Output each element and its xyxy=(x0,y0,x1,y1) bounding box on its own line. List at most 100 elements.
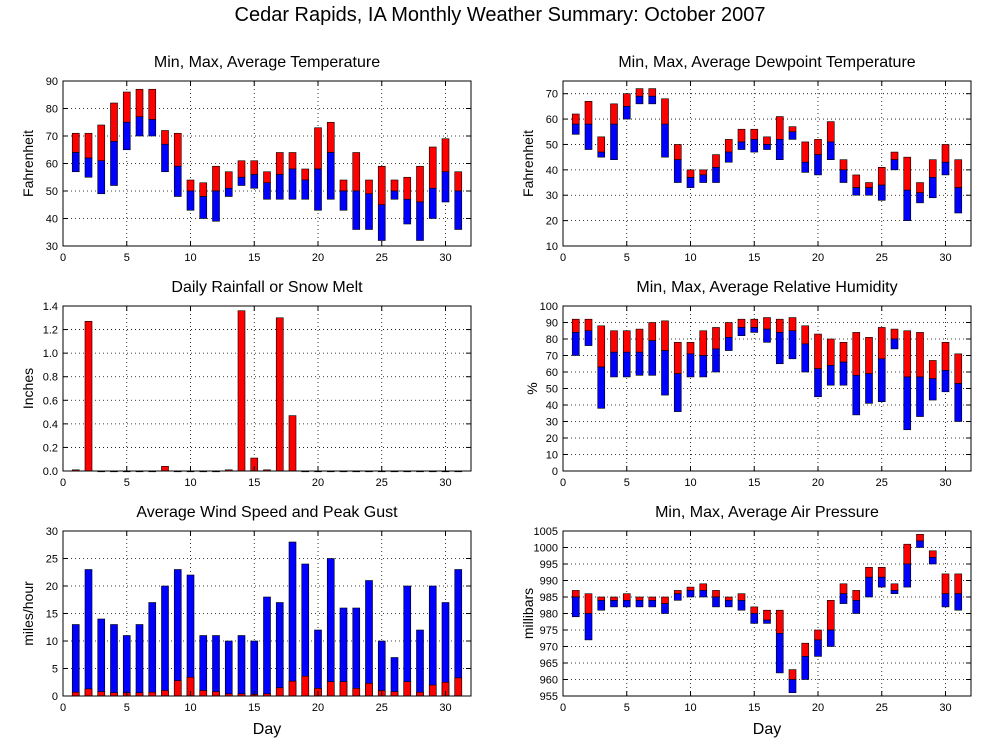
pressure-x-tick-label: 0 xyxy=(560,702,566,714)
humidity-y-tick-label: 90 xyxy=(546,318,558,330)
humidity-lower-bar xyxy=(916,376,924,417)
dewpoint-upper-bar xyxy=(648,88,657,97)
rainfall-bar xyxy=(275,317,284,472)
humidity-upper-bar xyxy=(584,318,593,332)
pressure-upper-bar xyxy=(852,590,861,601)
wind-ylabel: miles/hour xyxy=(20,581,36,646)
temperature-title: Min, Max, Average Temperature xyxy=(154,54,380,71)
temperature-upper-bar xyxy=(173,132,182,167)
pressure-upper-bar xyxy=(954,573,963,595)
humidity-lower-bar xyxy=(865,373,873,404)
dewpoint-lower-bar xyxy=(648,95,657,105)
humidity-lower-bar xyxy=(941,370,950,393)
wind-gust-bar xyxy=(250,640,259,697)
wind-title: Average Wind Speed and Peak Gust xyxy=(136,504,398,521)
pressure-xlabel: Day xyxy=(753,721,781,738)
dewpoint-upper-bar xyxy=(801,141,810,163)
humidity-lower-bar xyxy=(890,338,899,350)
temperature-lower-bar xyxy=(263,182,271,200)
temperature-upper-bar xyxy=(161,130,169,145)
pressure-lower-bar xyxy=(673,593,682,601)
humidity-lower-bar xyxy=(673,373,682,412)
pressure-upper-bar xyxy=(775,609,784,634)
wind-x-tick-label: 0 xyxy=(60,702,66,714)
temperature-upper-bar xyxy=(135,88,144,118)
pressure-lower-bar xyxy=(852,599,861,614)
pressure-lower-bar xyxy=(750,613,759,624)
dewpoint-upper-bar xyxy=(635,88,644,97)
humidity-upper-bar xyxy=(661,320,669,351)
temperature-lower-bar xyxy=(365,193,373,230)
temperature-x-tick-label: 5 xyxy=(124,252,130,264)
dewpoint-y-tick-label: 20 xyxy=(546,216,558,228)
wind-y-tick-label: 25 xyxy=(46,554,58,566)
humidity-upper-bar xyxy=(597,325,606,368)
temperature-lower-bar xyxy=(314,168,322,211)
humidity-lower-bar xyxy=(686,353,695,378)
wind-avg-bar xyxy=(416,691,424,697)
temperature-y-tick-label: 70 xyxy=(46,131,58,143)
pressure-lower-bar xyxy=(903,563,912,588)
pressure-lower-bar xyxy=(801,656,810,680)
dewpoint-y-tick-label: 70 xyxy=(546,89,558,101)
temperature-upper-bar xyxy=(428,146,437,189)
humidity-lower-bar xyxy=(928,378,937,401)
page-title: Cedar Rapids, IA Monthly Weather Summary… xyxy=(234,4,766,26)
humidity-upper-bar xyxy=(941,341,950,371)
humidity-upper-bar xyxy=(826,338,835,366)
humidity-lower-bar xyxy=(724,337,733,351)
temperature-lower-bar xyxy=(428,187,437,219)
humidity-x-tick-label: 15 xyxy=(748,477,760,489)
wind-avg-bar xyxy=(275,687,284,697)
wind-avg-bar xyxy=(71,691,80,697)
wind-avg-bar xyxy=(148,691,157,697)
dewpoint-x-tick-label: 15 xyxy=(748,252,760,264)
pressure-upper-bar xyxy=(890,583,899,591)
rainfall-bar xyxy=(237,310,246,472)
humidity-upper-bar xyxy=(737,318,746,328)
dewpoint-upper-bar xyxy=(712,154,720,168)
temperature-y-tick-label: 90 xyxy=(46,76,58,88)
dewpoint-upper-bar xyxy=(622,93,631,107)
dewpoint-y-tick-label: 50 xyxy=(546,139,558,151)
pressure-x-tick-label: 20 xyxy=(812,702,824,714)
wind-gust-bar xyxy=(84,569,93,697)
rainfall-x-tick-label: 25 xyxy=(376,477,388,489)
temperature-lower-bar xyxy=(212,190,220,222)
dewpoint-upper-bar xyxy=(903,156,912,191)
dewpoint-lower-bar xyxy=(839,169,848,183)
pressure-y-tick-label: 980 xyxy=(540,609,558,621)
dewpoint-lower-bar xyxy=(635,95,644,105)
dewpoint-lower-bar xyxy=(737,141,746,150)
humidity-y-tick-label: 40 xyxy=(546,400,558,412)
pressure-upper-bar xyxy=(941,573,950,595)
humidity-upper-bar xyxy=(775,318,784,333)
pressure-upper-bar xyxy=(597,596,606,601)
dewpoint-x-tick-label: 20 xyxy=(812,252,824,264)
humidity-upper-bar xyxy=(814,333,822,369)
dewpoint-lower-bar xyxy=(903,189,912,221)
humidity-lower-bar xyxy=(839,361,848,386)
humidity-lower-bar xyxy=(712,348,720,373)
wind-y-tick-label: 5 xyxy=(52,664,58,676)
pressure-upper-bar xyxy=(826,599,835,631)
temperature-chart: 0 5 10 15 20 25 30 30 40 50 60 70 80 90 Min, Max, Aver… xyxy=(20,54,472,264)
humidity-lower-bar xyxy=(814,368,822,398)
dewpoint-upper-bar xyxy=(699,169,708,176)
dewpoint-x-tick-label: 5 xyxy=(624,252,630,264)
temperature-lower-bar xyxy=(250,174,259,189)
pressure-lower-bar xyxy=(788,679,797,693)
pressure-upper-bar xyxy=(814,629,822,641)
rainfall-chart: 0 5 10 15 20 25 30 0.0 0.2 0.4 0.6 0.8 1.0 1.2 1.4 Dail… xyxy=(20,279,472,489)
dewpoint-lower-bar xyxy=(597,151,606,158)
wind-avg-bar xyxy=(454,677,463,697)
dewpoint-lower-bar xyxy=(890,159,899,171)
temperature-lower-bar xyxy=(135,116,144,137)
wind-xlabel: Day xyxy=(253,721,281,738)
pressure-upper-bar xyxy=(699,583,708,591)
dewpoint-upper-bar xyxy=(584,101,593,125)
humidity-lower-bar xyxy=(954,383,963,422)
temperature-upper-bar xyxy=(314,127,322,170)
dewpoint-lower-bar xyxy=(661,123,669,158)
wind-gust-bar xyxy=(224,640,233,697)
